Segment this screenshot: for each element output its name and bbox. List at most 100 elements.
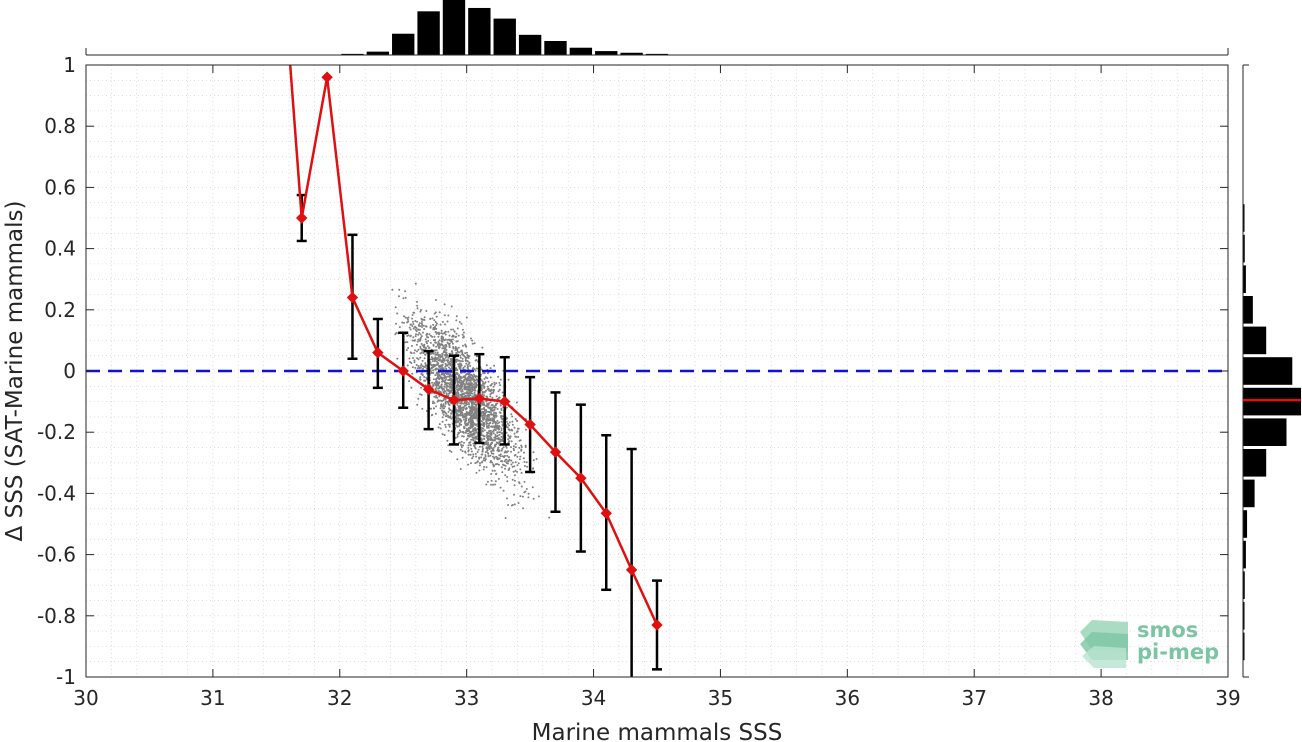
scatter-point xyxy=(510,459,513,462)
scatter-point xyxy=(446,439,449,442)
scatter-point xyxy=(445,415,448,417)
scatter-point xyxy=(521,495,524,498)
scatter-point xyxy=(468,412,471,415)
binned-mean-marker xyxy=(625,564,638,576)
scatter-point xyxy=(466,394,469,397)
scatter-point xyxy=(519,468,522,471)
scatter-point xyxy=(428,346,431,349)
scatter-point xyxy=(463,427,466,430)
scatter-point xyxy=(472,373,475,376)
scatter-point xyxy=(449,367,452,370)
scatter-point xyxy=(482,407,485,410)
scatter-point xyxy=(407,334,410,337)
scatter-point xyxy=(496,408,499,410)
scatter-point xyxy=(434,374,437,377)
scatter-point xyxy=(404,296,407,299)
scatter-point xyxy=(459,430,462,433)
scatter-point xyxy=(482,435,485,438)
scatter-point xyxy=(495,382,498,385)
scatter-point xyxy=(420,321,423,323)
scatter-point xyxy=(441,416,444,419)
smos-pi-mep-logo: smos pi-mep xyxy=(1080,618,1219,668)
scatter-point xyxy=(465,386,468,389)
scatter-point xyxy=(414,326,417,328)
scatter-point xyxy=(493,456,496,459)
scatter-point xyxy=(456,403,459,406)
scatter-point xyxy=(440,386,443,389)
scatter-point xyxy=(491,441,493,444)
scatter-point xyxy=(470,392,473,395)
scatter-point xyxy=(460,382,463,385)
scatter-point xyxy=(414,339,417,342)
scatter-point xyxy=(531,486,534,489)
scatter-point xyxy=(457,414,460,417)
scatter-point xyxy=(410,386,413,389)
scatter-point xyxy=(485,440,488,443)
binned-mean-marker xyxy=(499,395,511,408)
scatter-point xyxy=(469,375,472,378)
scatter-point xyxy=(489,461,492,464)
scatter-point xyxy=(517,502,520,504)
scatter-point xyxy=(471,339,474,342)
scatter-point xyxy=(449,373,452,376)
binned-mean-marker xyxy=(397,365,409,377)
scatter-point xyxy=(466,351,468,354)
scatter-point xyxy=(457,432,460,435)
scatter-point xyxy=(511,461,514,464)
scatter-point xyxy=(448,416,451,419)
scatter-point xyxy=(466,403,469,406)
scatter-point xyxy=(471,395,474,398)
scatter-point xyxy=(455,348,458,351)
scatter-point xyxy=(411,314,414,316)
scatter-point xyxy=(408,357,411,360)
scatter-point xyxy=(423,375,426,378)
scatter-point xyxy=(460,394,463,397)
scatter-point xyxy=(456,327,459,330)
scatter-point xyxy=(485,395,488,398)
scatter-point xyxy=(455,335,458,338)
binned-mean-marker xyxy=(321,71,333,83)
scatter-point xyxy=(470,462,472,465)
scatter-point xyxy=(486,385,489,388)
scatter-point xyxy=(429,341,432,344)
binned-mean-marker xyxy=(372,346,384,359)
scatter-point xyxy=(394,306,397,309)
scatter-point xyxy=(470,438,473,441)
scatter-point xyxy=(415,333,417,336)
scatter-point xyxy=(494,443,497,446)
scatter-point xyxy=(416,403,419,406)
scatter-point xyxy=(493,417,496,419)
scatter-point xyxy=(445,378,448,381)
scatter-point xyxy=(500,407,503,410)
scatter-point xyxy=(460,385,463,388)
scatter-point xyxy=(510,504,513,507)
scatter-point xyxy=(435,315,438,318)
scatter-point xyxy=(421,344,424,347)
scatter-point xyxy=(460,360,463,363)
scatter-point xyxy=(459,411,462,414)
scatter-point xyxy=(468,388,471,391)
scatter-point xyxy=(501,432,504,435)
scatter-point xyxy=(414,335,417,338)
scatter-point xyxy=(476,460,479,463)
scatter-point xyxy=(500,449,503,452)
scatter-point xyxy=(468,429,471,432)
scatter-point xyxy=(459,367,462,370)
scatter-point xyxy=(482,422,485,425)
scatter-point xyxy=(469,441,472,444)
scatter-point xyxy=(436,374,439,377)
scatter-point xyxy=(485,466,488,469)
scatter-point xyxy=(515,435,518,438)
scatter-point xyxy=(456,402,459,405)
scatter-point xyxy=(441,355,444,358)
scatter-point xyxy=(472,383,475,386)
scatter-point xyxy=(487,380,490,383)
right-histogram-bar xyxy=(1243,632,1245,661)
scatter-point xyxy=(517,435,520,438)
right-histogram-bar xyxy=(1243,510,1248,538)
scatter-point xyxy=(406,341,409,344)
scatter-point xyxy=(444,390,447,393)
scatter-point xyxy=(456,389,459,392)
scatter-point xyxy=(482,459,485,462)
scatter-point xyxy=(494,463,497,466)
